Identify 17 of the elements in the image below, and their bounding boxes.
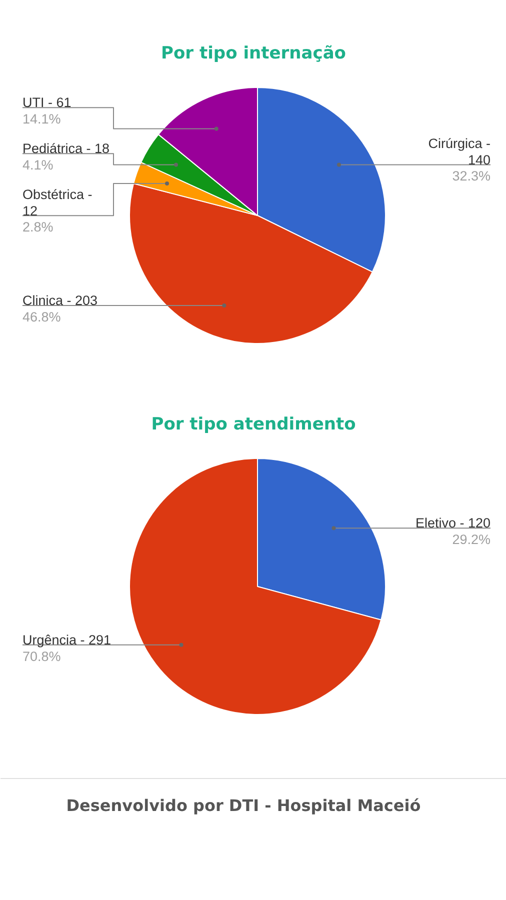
chart-title: Por tipo atendimento [151, 414, 356, 434]
slice-label: Clinica - 203 [22, 293, 98, 308]
data-label: 70.8% [22, 648, 61, 664]
data-label: 29.2% [452, 532, 491, 548]
text: Desenvolvido por DTI - Hospital Maceió [66, 796, 421, 815]
data-label: 2.8% [22, 220, 54, 235]
data-label: 46.8% [22, 310, 61, 325]
slice-label: Urgência - 291 [22, 632, 112, 648]
slice-label: Obstétrica - 12 [22, 187, 92, 219]
slice-label: Pediátrica - 18 [22, 141, 110, 156]
data-label: 14.1% [22, 112, 61, 127]
slice-label: UTI - 61 [22, 95, 72, 110]
data-label: 4.1% [22, 158, 54, 173]
slice-label: Eletivo - 120 [415, 516, 491, 531]
slice-label: Cirúrgica - 140 [428, 136, 491, 168]
chart-title: Por tipo internação [161, 44, 346, 64]
data-label: 32.3% [452, 168, 491, 184]
